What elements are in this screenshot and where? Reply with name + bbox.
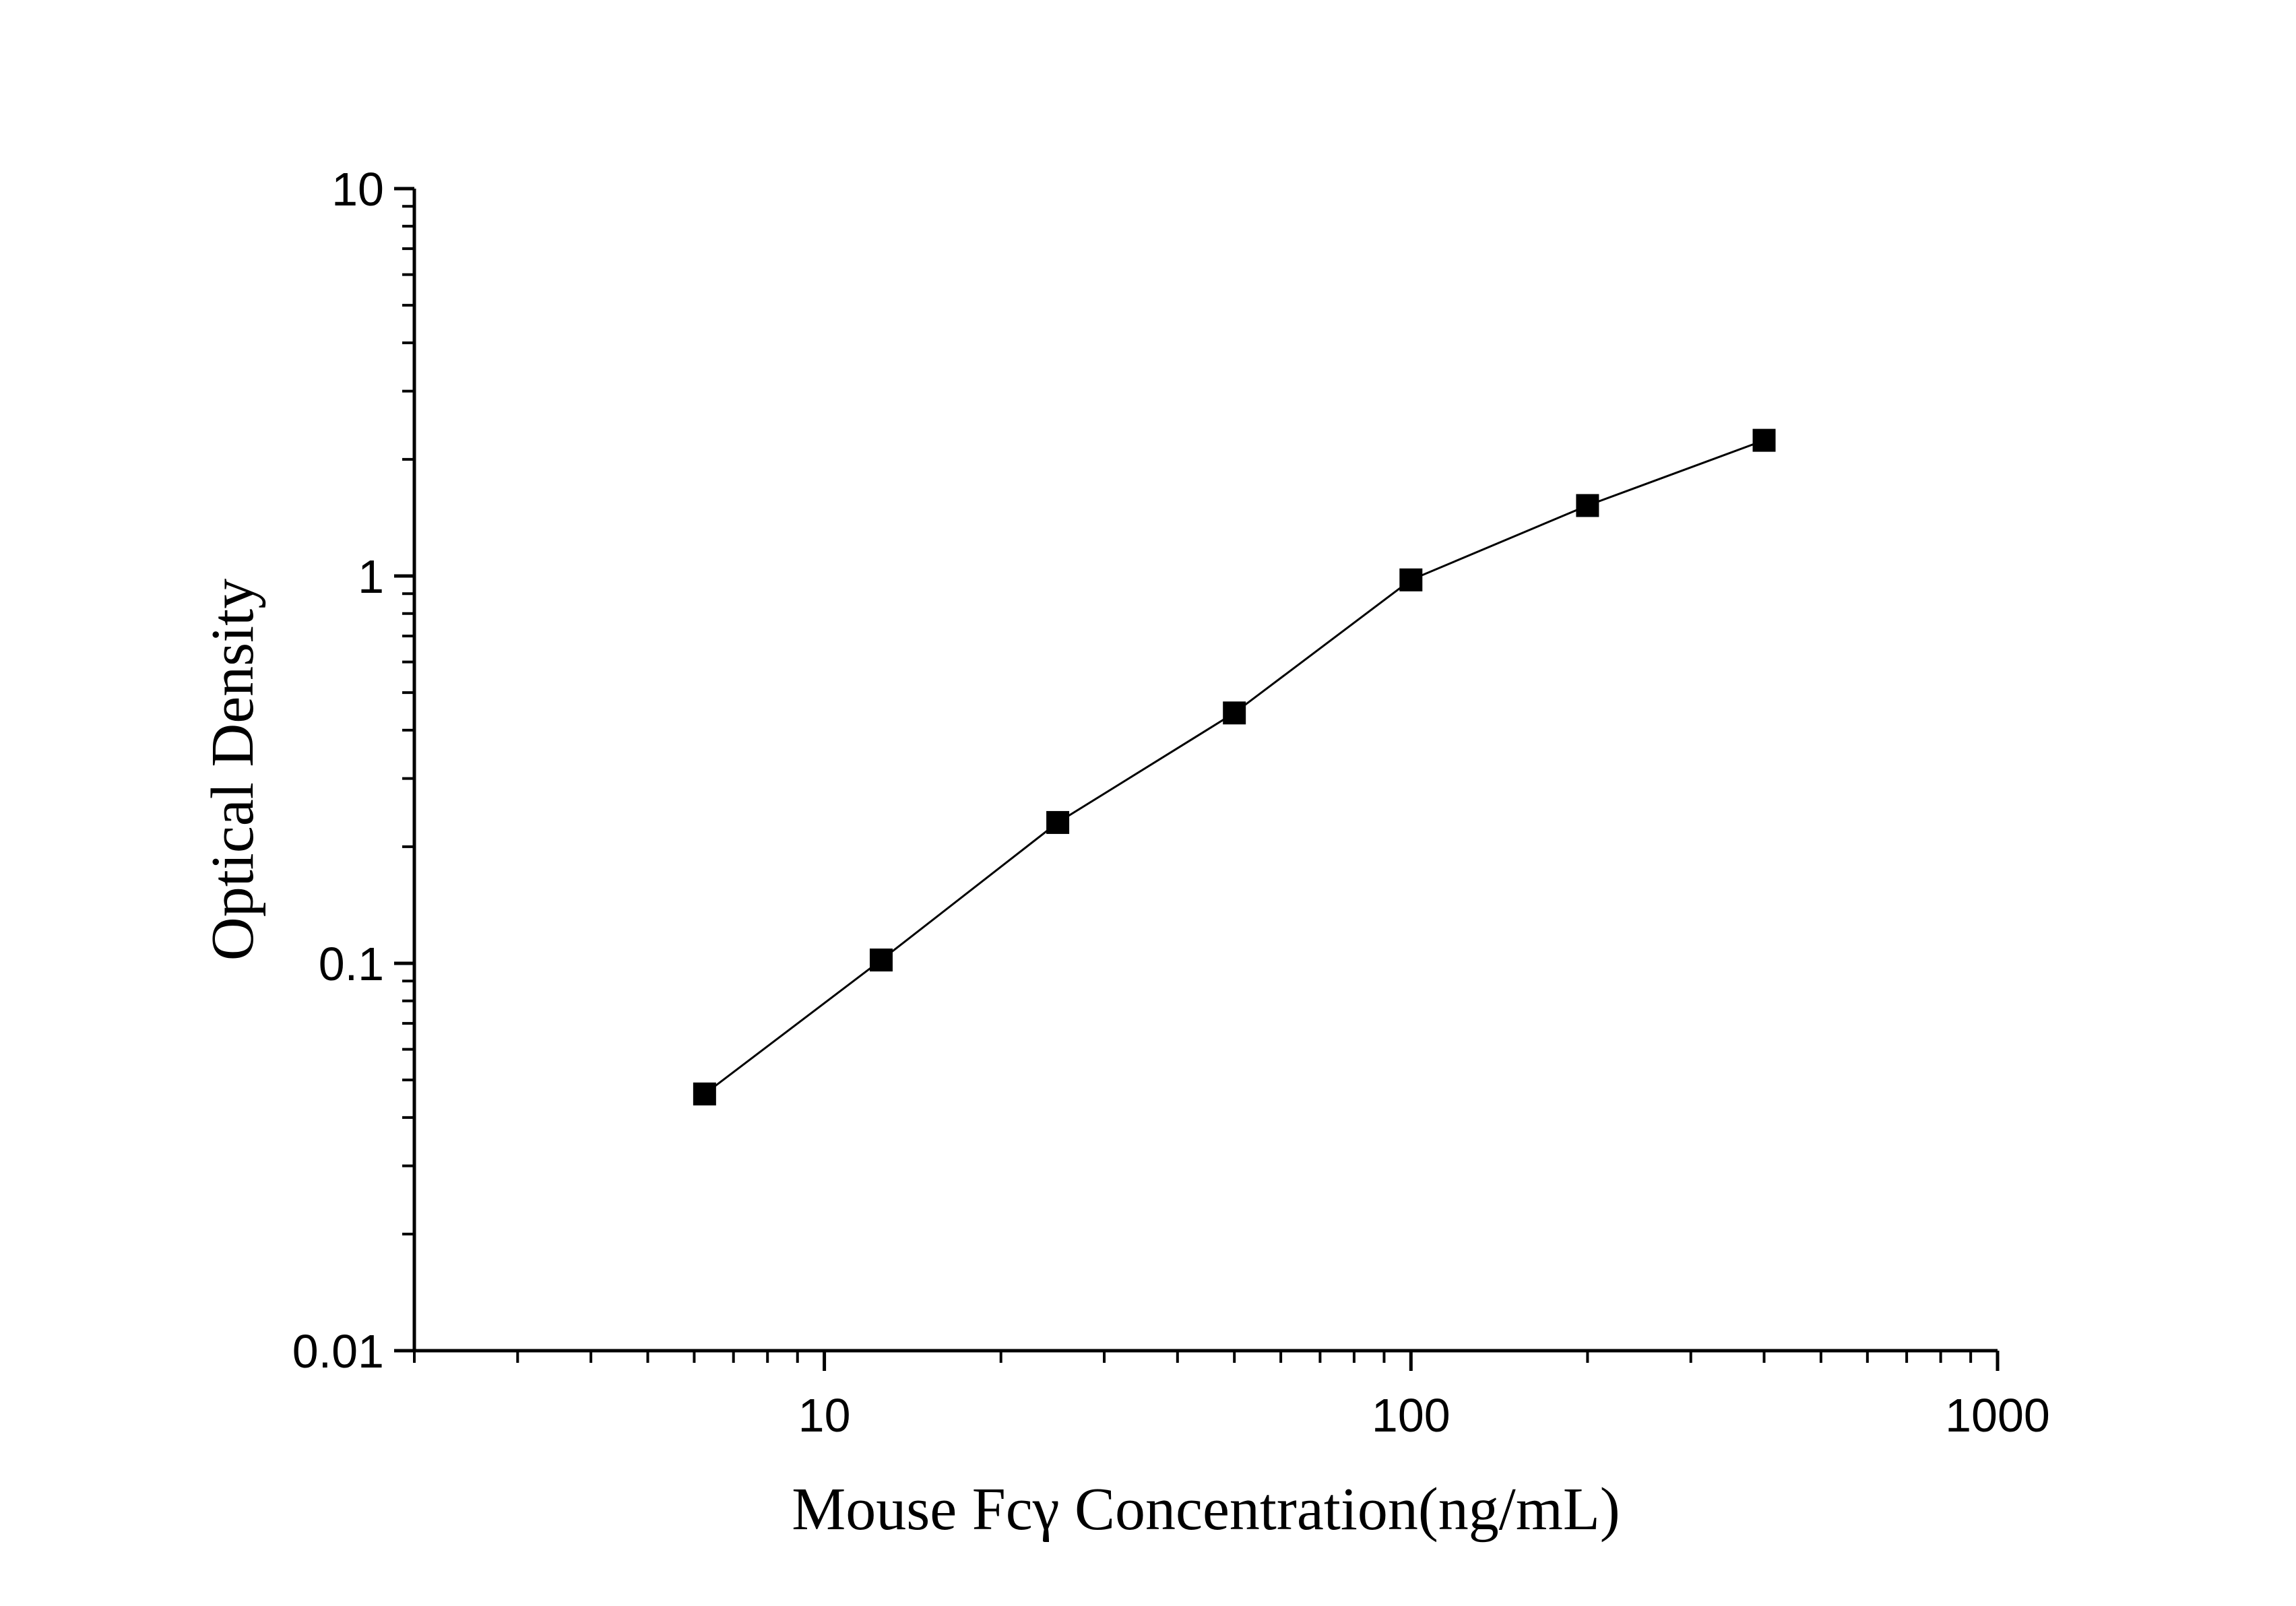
data-point [1223, 701, 1246, 725]
data-point [1752, 428, 1776, 452]
tick-labels: 10 100 1000 0.01 0.1 1 10 [292, 163, 2050, 1442]
series-line [703, 439, 1765, 1095]
x-tick-label: 1000 [1945, 1389, 2050, 1442]
y-tick-label: 0.1 [319, 938, 384, 990]
y-axis-title: Optical Density [199, 579, 266, 961]
x-tick-label: 100 [1372, 1389, 1450, 1442]
minor-ticks [402, 205, 1973, 1363]
data-point [1576, 494, 1599, 517]
data-point [1046, 810, 1070, 834]
x-axis-title: Mouse Fcγ Concentration(ng/mL) [792, 1476, 1620, 1543]
axes [412, 189, 1998, 1353]
y-tick-label: 10 [331, 163, 384, 216]
data-point [869, 949, 893, 972]
data-point [1399, 568, 1423, 591]
data-point [693, 1082, 716, 1105]
major-ticks [394, 187, 2000, 1371]
y-tick-label: 0.01 [292, 1325, 384, 1378]
y-tick-label: 1 [358, 550, 384, 603]
x-tick-label: 10 [798, 1389, 851, 1442]
data-series [693, 428, 1776, 1105]
